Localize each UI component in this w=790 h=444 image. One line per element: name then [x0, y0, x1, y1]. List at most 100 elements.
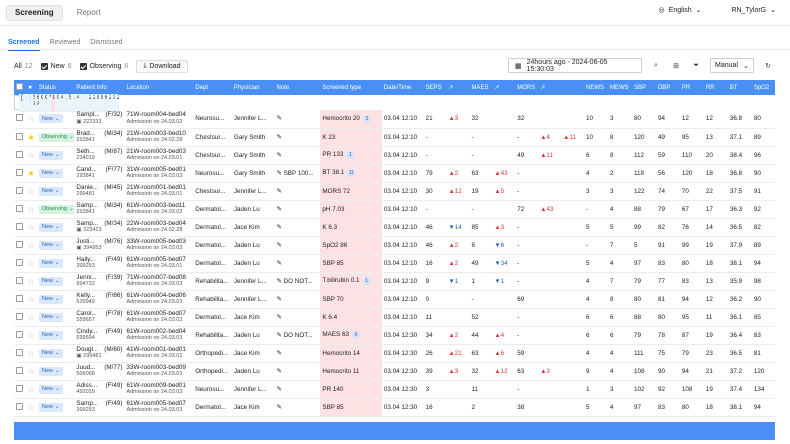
note-cell[interactable]: ✎: [274, 218, 321, 237]
patient-name[interactable]: Adiss...: [76, 381, 98, 389]
status-badge[interactable]: New⌄: [29, 93, 31, 103]
col-dbp[interactable]: DBP: [655, 80, 680, 95]
status-badge[interactable]: Observing ⌄: [38, 204, 75, 214]
col-screened-type[interactable]: Screened type: [320, 80, 382, 95]
patient-name[interactable]: Brad...: [76, 129, 95, 137]
row-checkbox[interactable]: [14, 200, 26, 219]
patient-name[interactable]: Samp...: [76, 219, 99, 227]
status-badge[interactable]: New⌄: [38, 222, 63, 232]
note-cell[interactable]: ✎ DO NOT...: [274, 272, 321, 291]
star-icon[interactable]: ☆: [27, 276, 35, 286]
tab-dismissed[interactable]: Dismissed: [90, 39, 123, 46]
refresh-icon[interactable]: ↻: [765, 62, 771, 70]
patient-name[interactable]: Carol...: [76, 309, 97, 317]
col-maes[interactable]: MAES: [469, 80, 493, 95]
filter-observing[interactable]: Observing 6: [79, 62, 128, 70]
tab-screening[interactable]: Screening: [6, 4, 63, 21]
col-mews[interactable]: MEWS: [608, 80, 632, 95]
status-badge[interactable]: New⌄: [38, 240, 63, 250]
note-cell[interactable]: ✎: [274, 380, 321, 399]
language-selector[interactable]: ◎ English ⌄: [659, 6, 702, 15]
table-row[interactable]: ☆ New ⌄ Danie... (M/45) 299481 21W-room001-bed…: [14, 182, 775, 201]
star-icon[interactable]: ☆: [27, 294, 35, 304]
table-row[interactable]: ☆ New ⌄ Cindy... (F/49) 699594 61W-room002-bed…: [14, 326, 775, 345]
row-checkbox[interactable]: [14, 344, 26, 363]
table-row[interactable]: ☆ New ⌄ Carol... (F/78) 559657 61W-room005-bed…: [14, 308, 775, 327]
star-icon[interactable]: ☆: [27, 348, 35, 358]
note-cell[interactable]: ✎: [274, 146, 321, 165]
status-badge[interactable]: New⌄: [38, 402, 63, 412]
status-badge[interactable]: New⌄: [38, 186, 63, 196]
patient-name[interactable]: Cand...: [76, 165, 97, 173]
note-cell[interactable]: ✎ DO NOT...: [274, 326, 321, 345]
row-checkbox[interactable]: [14, 128, 26, 147]
col-status[interactable]: Status: [36, 80, 75, 95]
select-all-checkbox[interactable]: [14, 80, 26, 95]
patient-name[interactable]: Sampl...: [33, 94, 35, 102]
status-badge[interactable]: New⌄: [38, 384, 63, 394]
row-checkbox[interactable]: [14, 272, 26, 291]
table-row[interactable]: ☆ New ⌄ Haily... (F/49) 399293 61W-room005-bed…: [14, 254, 775, 273]
star-icon[interactable]: ☆: [27, 240, 35, 250]
row-checkbox[interactable]: [14, 380, 26, 399]
col-physician[interactable]: Physician: [231, 80, 275, 95]
user-menu[interactable]: RN_TylorG ⌄: [732, 6, 777, 15]
filter-all[interactable]: All 12: [14, 63, 33, 70]
row-checkbox[interactable]: [14, 236, 26, 255]
star-icon[interactable]: ☆: [27, 366, 35, 376]
table-row[interactable]: ☆ New ⌄ Samp... (F/49) 399293 61W-room005-bed0…: [14, 398, 775, 417]
row-checkbox[interactable]: [19, 93, 23, 112]
star-icon[interactable]: ☆: [27, 186, 35, 196]
col-seps[interactable]: SEPS: [423, 80, 447, 95]
row-checkbox[interactable]: [14, 146, 26, 165]
star-icon[interactable]: ☆: [25, 94, 27, 103]
col-patient-info[interactable]: Patient Info: [74, 80, 125, 95]
download-button[interactable]: ⤓ Download: [136, 59, 188, 73]
table-row[interactable]: ☆ New ⌄ Juud... (M/77) 506068 33W-room003-bed0…: [14, 362, 775, 381]
col-datetime[interactable]: Date/Time: [381, 80, 424, 95]
note-cell[interactable]: ✎: [274, 308, 321, 327]
patient-name[interactable]: Seth...: [76, 147, 95, 155]
note-cell[interactable]: ✎ SBP 100...: [274, 164, 321, 183]
star-icon[interactable]: ★: [27, 132, 35, 142]
row-checkbox[interactable]: [14, 164, 26, 183]
note-cell[interactable]: ✎: [274, 398, 321, 417]
filter-new[interactable]: New 6: [40, 62, 72, 70]
note-cell[interactable]: ✎: [274, 200, 321, 219]
patient-name[interactable]: Jenni...: [76, 273, 97, 281]
patient-name[interactable]: Dougl...: [76, 345, 99, 353]
col-rr[interactable]: RR: [703, 80, 728, 95]
patient-name[interactable]: Justi...: [76, 237, 95, 245]
star-icon[interactable]: ☆: [27, 258, 35, 268]
patient-name[interactable]: Sampl...: [76, 111, 100, 119]
new-checkbox[interactable]: [40, 62, 48, 70]
note-cell[interactable]: ✎: [274, 182, 321, 201]
star-icon[interactable]: ☆: [27, 204, 35, 214]
patient-name[interactable]: Kelly...: [76, 291, 95, 299]
status-badge[interactable]: New⌄: [38, 312, 63, 322]
star-icon[interactable]: ☆: [27, 114, 35, 124]
star-icon[interactable]: ☆: [27, 222, 35, 232]
star-icon[interactable]: ☆: [27, 402, 35, 412]
status-badge[interactable]: New⌄: [38, 258, 63, 268]
star-icon[interactable]: ☆: [27, 384, 35, 394]
star-icon[interactable]: ☆: [27, 312, 35, 322]
note-cell[interactable]: ✎: [274, 128, 321, 147]
mode-select[interactable]: Manual ⌄: [710, 58, 754, 73]
status-badge[interactable]: New⌄: [38, 150, 63, 160]
row-checkbox[interactable]: [14, 398, 26, 417]
tab-reviewed[interactable]: Reviewed: [49, 39, 81, 46]
table-row[interactable]: ☆ New ⌄ Samp... (M/34) ▣ 323423 22W-room003-be…: [14, 218, 775, 237]
table-row[interactable]: ★ Observing ⌄ Brad... (M/34) 293841 21W-room00…: [14, 128, 775, 147]
status-badge[interactable]: New⌄: [38, 294, 63, 304]
star-icon[interactable]: ☆: [27, 150, 35, 160]
star-icon[interactable]: ★: [27, 168, 35, 178]
status-badge[interactable]: New⌄: [38, 330, 63, 340]
observing-checkbox[interactable]: [79, 62, 87, 70]
table-row[interactable]: ★ New ⌄ Cand... (F/77) 293841 31W-room005-bed0…: [14, 164, 775, 183]
col-dept[interactable]: Dept: [193, 80, 232, 95]
col-location[interactable]: Location: [124, 80, 194, 95]
col-pr[interactable]: PR: [679, 80, 704, 95]
table-row[interactable]: ☆ New ⌄ Jenni... (F/39) 994732 71W-room007-bed…: [14, 272, 775, 291]
table-row[interactable]: ☆ New ⌄ Sampl... (F/32) ▣ 222333 71W-room004-b…: [14, 110, 775, 129]
